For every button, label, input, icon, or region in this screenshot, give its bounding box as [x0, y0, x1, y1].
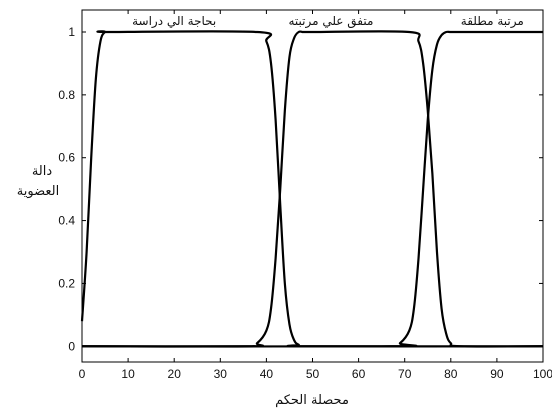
y-axis-label-line-2: العضوية [17, 184, 59, 199]
x-tick-label: 80 [444, 367, 458, 381]
y-tick-label: 0.2 [58, 276, 75, 290]
series-name-label: بحاجة الي دراسة [132, 14, 216, 29]
membership-curve [80, 30, 544, 348]
x-tick-label: 90 [490, 367, 504, 381]
series-labels: بحاجة الي دراسة متفق علي مرتبته مرتبة مطلق… [132, 14, 524, 29]
x-axis-label: محصلة الحكم [275, 393, 349, 408]
series-name-label: مرتبة مطلقة [461, 14, 524, 29]
y-tick-label: 0.6 [58, 151, 75, 165]
x-tick-label: 100 [533, 367, 552, 381]
y-tick-label: 0.4 [58, 214, 75, 228]
membership-curve [81, 30, 544, 348]
x-tick-label: 10 [121, 367, 135, 381]
membership-curve [81, 30, 543, 348]
x-tick-label: 0 [79, 367, 86, 381]
x-tick-label: 70 [398, 367, 412, 381]
axis-ticks: 0 10 20 30 40 50 60 70 80 90 100 0 0.2 0.4 0.6 0.8 1 [58, 10, 552, 381]
x-tick-label: 40 [260, 367, 274, 381]
plot-frame [81, 9, 544, 363]
x-tick-label: 50 [306, 367, 320, 381]
series-name-label: متفق علي مرتبته [288, 14, 373, 29]
y-axis-label-line-1: دالة [32, 164, 53, 179]
membership-curves [80, 30, 544, 348]
y-tick-label: 1 [68, 25, 75, 39]
y-tick-label: 0.8 [58, 88, 75, 102]
x-tick-label: 30 [214, 367, 228, 381]
x-tick-label: 60 [352, 367, 366, 381]
y-tick-label: 0 [68, 339, 75, 353]
x-tick-label: 20 [168, 367, 182, 381]
